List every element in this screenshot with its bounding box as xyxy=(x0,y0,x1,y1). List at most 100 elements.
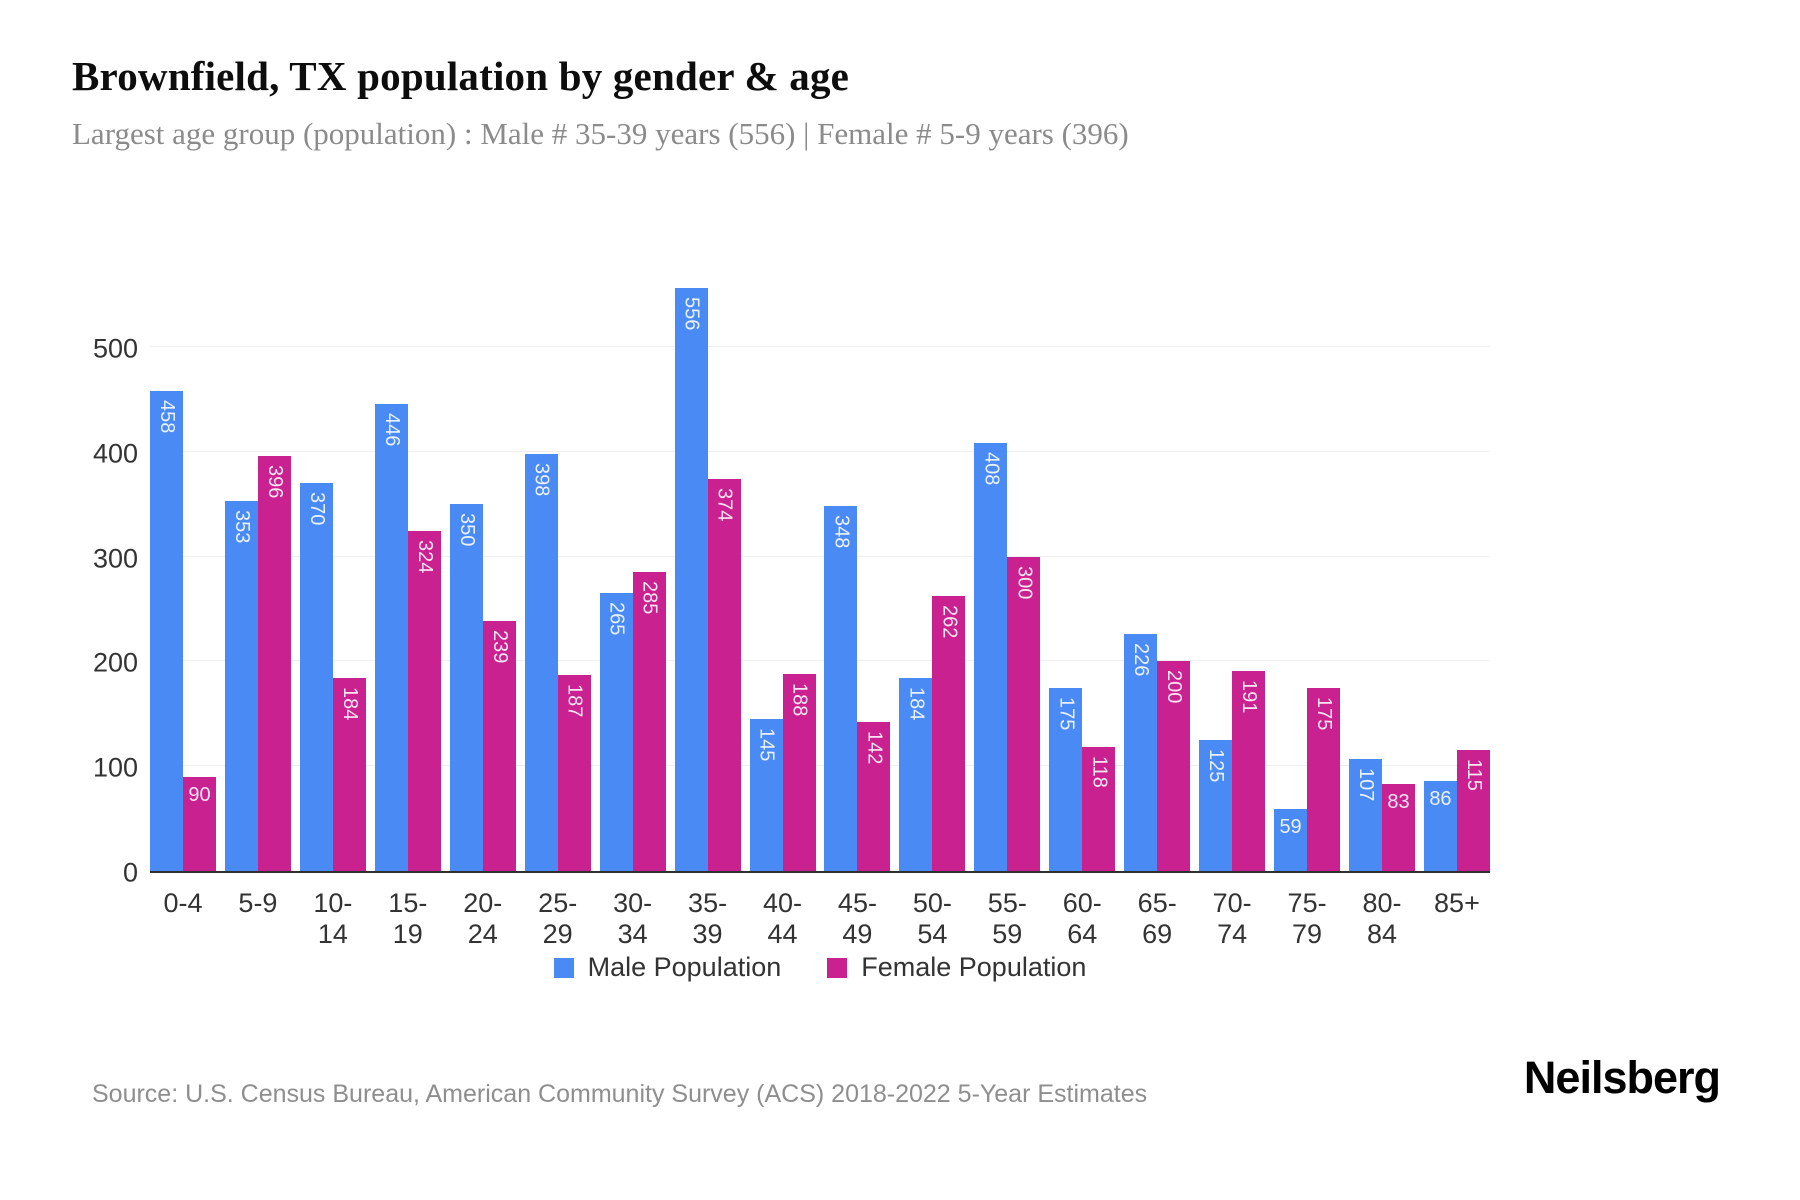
male-bar-0-4[interactable]: 458 xyxy=(150,391,183,871)
legend-swatch-icon xyxy=(553,957,574,978)
bar-value-label: 187 xyxy=(563,684,586,718)
x-axis-labels: 0-4 5-9 10-14 15-19 20-24 25-29 30-34 35-39 40-4… xyxy=(150,888,1490,950)
bar-value-label: 90 xyxy=(188,784,211,806)
source-attribution: Source: U.S. Census Bureau, American Com… xyxy=(92,1080,1148,1108)
bar-value-label: 142 xyxy=(863,731,886,765)
male-bar-25-29[interactable]: 398 xyxy=(524,454,558,871)
male-bar-60-64[interactable]: 175 xyxy=(1049,688,1083,871)
female-bar-75-79[interactable]: 175 xyxy=(1307,688,1341,871)
female-bar-20-24[interactable]: 239 xyxy=(482,621,516,871)
x-tick-label-15-19: 15-19 xyxy=(388,888,428,949)
male-bar-30-34[interactable]: 265 xyxy=(599,593,633,871)
male-bar-20-24[interactable]: 350 xyxy=(449,504,483,871)
female-bar-45-49[interactable]: 142 xyxy=(857,722,891,871)
female-bar-5-9[interactable]: 396 xyxy=(257,456,291,871)
male-bar-70-74[interactable]: 125 xyxy=(1199,740,1233,871)
bar-value-label: 86 xyxy=(1429,788,1452,810)
bar-value-label: 145 xyxy=(755,728,778,762)
male-bar-40-44[interactable]: 145 xyxy=(749,719,783,871)
gridline-200 xyxy=(150,660,1490,662)
bar-group-65-69: 226 200 xyxy=(1124,634,1191,871)
y-tick-label-500: 500 xyxy=(92,333,138,364)
female-bar-10-14[interactable]: 184 xyxy=(332,678,366,871)
x-tick-label-85+: 85+ xyxy=(1434,888,1480,918)
x-tick-label-80-84: 80-84 xyxy=(1362,888,1402,949)
female-bar-60-64[interactable]: 118 xyxy=(1082,747,1116,871)
x-tick-label-0-4: 0-4 xyxy=(163,888,203,918)
bar-value-label: 458 xyxy=(156,400,178,434)
female-bar-50-54[interactable]: 262 xyxy=(932,596,966,871)
female-bar-0-4[interactable]: 90 xyxy=(183,777,216,871)
y-tick-label-400: 400 xyxy=(92,438,138,469)
x-tick-label-75-79: 75-79 xyxy=(1287,888,1327,949)
gridline-500 xyxy=(150,346,1490,347)
bar-value-label: 107 xyxy=(1355,768,1377,802)
legend-item-female-population[interactable]: Female Population xyxy=(827,952,1086,983)
male-bar-45-49[interactable]: 348 xyxy=(824,506,858,871)
bar-value-label: 374 xyxy=(713,488,736,522)
female-bar-30-34[interactable]: 285 xyxy=(632,572,666,871)
male-bar-15-19[interactable]: 446 xyxy=(374,404,408,871)
bar-value-label: 226 xyxy=(1130,643,1153,677)
bar-group-80-84: 107 83 xyxy=(1349,759,1415,871)
bar-group-45-49: 348 142 xyxy=(824,506,891,871)
legend-label: Female Population xyxy=(861,952,1087,982)
y-tick-label-0: 0 xyxy=(122,857,138,888)
gridline-400 xyxy=(150,450,1490,452)
female-bar-85+[interactable]: 115 xyxy=(1456,750,1490,871)
bar-value-label: 324 xyxy=(413,540,436,574)
female-bar-40-44[interactable]: 188 xyxy=(782,674,816,871)
bar-series-container: 458 90 353 396 370 184 446 324 350 239 398 187 265 28… xyxy=(150,280,1490,871)
female-bar-55-59[interactable]: 300 xyxy=(1007,557,1041,871)
bar-group-75-79: 59 175 xyxy=(1274,688,1341,871)
bar-value-label: 446 xyxy=(380,413,403,447)
bar-value-label: 353 xyxy=(230,510,253,544)
legend: Male Population Female Population xyxy=(150,952,1490,983)
bar-group-40-44: 145 188 xyxy=(749,674,816,871)
x-tick-label-35-39: 35-39 xyxy=(688,888,728,949)
male-bar-65-69[interactable]: 226 xyxy=(1124,634,1158,871)
legend-swatch-icon xyxy=(827,957,848,978)
bar-value-label: 262 xyxy=(938,605,961,639)
female-bar-65-69[interactable]: 200 xyxy=(1157,661,1191,871)
legend-item-male-population[interactable]: Male Population xyxy=(553,952,781,983)
bar-value-label: 396 xyxy=(263,465,286,499)
x-tick-label-60-64: 60-64 xyxy=(1062,888,1102,949)
bar-value-label: 408 xyxy=(980,452,1003,486)
chart-subtitle: Largest age group (population) : Male # … xyxy=(72,116,1129,151)
bar-group-60-64: 175 118 xyxy=(1049,688,1116,871)
male-bar-85+[interactable]: 86 xyxy=(1423,781,1457,871)
bar-value-label: 348 xyxy=(830,515,853,549)
female-bar-15-19[interactable]: 324 xyxy=(407,531,441,871)
x-tick-label-20-24: 20-24 xyxy=(463,888,503,949)
male-bar-5-9[interactable]: 353 xyxy=(224,501,258,871)
y-tick-label-200: 200 xyxy=(92,647,138,678)
bar-value-label: 118 xyxy=(1088,756,1111,788)
female-bar-70-74[interactable]: 191 xyxy=(1232,671,1266,871)
bar-group-85+: 86 115 xyxy=(1423,750,1490,871)
x-tick-label-5-9: 5-9 xyxy=(238,888,278,918)
plot-area: 458 90 353 396 370 184 446 324 350 239 398 187 265 28… xyxy=(150,280,1490,873)
x-tick-label-30-34: 30-34 xyxy=(613,888,653,949)
male-bar-10-14[interactable]: 370 xyxy=(299,483,333,871)
female-bar-35-39[interactable]: 374 xyxy=(707,479,741,871)
y-tick-label-100: 100 xyxy=(92,752,138,783)
x-tick-label-70-74: 70-74 xyxy=(1212,888,1252,949)
male-bar-55-59[interactable]: 408 xyxy=(974,443,1008,871)
male-bar-80-84[interactable]: 107 xyxy=(1349,759,1382,871)
bar-group-10-14: 370 184 xyxy=(299,483,366,871)
male-bar-75-79[interactable]: 59 xyxy=(1274,809,1308,871)
bar-group-25-29: 398 187 xyxy=(524,454,591,871)
male-bar-35-39[interactable]: 556 xyxy=(674,288,708,871)
chart-title: Brownfield, TX population by gender & ag… xyxy=(72,53,850,99)
female-bar-25-29[interactable]: 187 xyxy=(557,675,591,871)
x-tick-label-40-44: 40-44 xyxy=(762,888,803,949)
bar-value-label: 184 xyxy=(905,687,928,721)
y-axis-labels: 0 100 200 300 400 500 xyxy=(0,280,138,888)
bar-group-35-39: 556 374 xyxy=(674,288,741,871)
neilsberg-logo[interactable]: Neilsberg xyxy=(1523,1052,1721,1103)
female-bar-80-84[interactable]: 83 xyxy=(1382,784,1415,871)
bar-value-label: 184 xyxy=(338,687,361,721)
male-bar-50-54[interactable]: 184 xyxy=(899,678,933,871)
